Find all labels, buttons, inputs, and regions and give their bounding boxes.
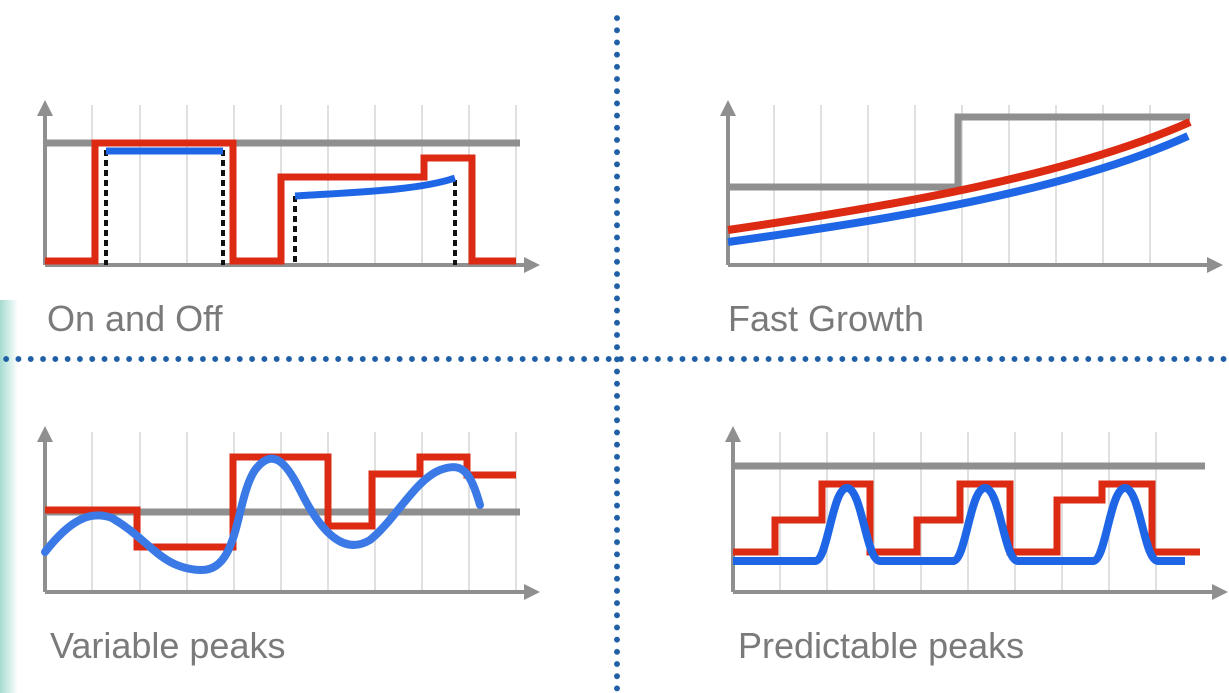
- caption-variable-peaks: Variable peaks: [50, 625, 286, 666]
- horizontal-dotted-divider: [0, 353, 1229, 365]
- caption-on-and-off: On and Off: [47, 298, 223, 339]
- capacity-line: [728, 113, 1190, 191]
- predictable-peaks-chart: [725, 426, 1228, 600]
- axes: [37, 100, 540, 273]
- fast-growth-chart: [720, 100, 1223, 273]
- panel-predictable-peaks: Predictable peaks: [640, 370, 1229, 693]
- caption-predictable-peaks: Predictable peaks: [738, 625, 1025, 666]
- panel-variable-peaks: Variable peaks: [0, 370, 600, 693]
- on-and-off-chart: [37, 100, 540, 273]
- panel-on-and-off: On and Off: [0, 0, 600, 350]
- vertical-dotted-divider: [611, 12, 623, 693]
- demand-line: [733, 484, 1185, 565]
- provisioned-line: [733, 480, 1200, 556]
- provisioned-line: [727, 118, 1192, 234]
- caption-fast-growth: Fast Growth: [728, 298, 925, 339]
- axes: [725, 426, 1228, 600]
- demand-line: [41, 454, 484, 575]
- panel-fast-growth: Fast Growth: [640, 0, 1229, 350]
- variable-peaks-chart: [37, 426, 540, 600]
- on-off-markers: [104, 150, 457, 265]
- demand-line: [727, 132, 1190, 246]
- provisioned-line: [45, 139, 516, 265]
- grid-lines: [91, 105, 517, 265]
- axes: [37, 426, 540, 600]
- left-edge-glow: [0, 300, 18, 693]
- demand-line-segment-2: [294, 174, 457, 200]
